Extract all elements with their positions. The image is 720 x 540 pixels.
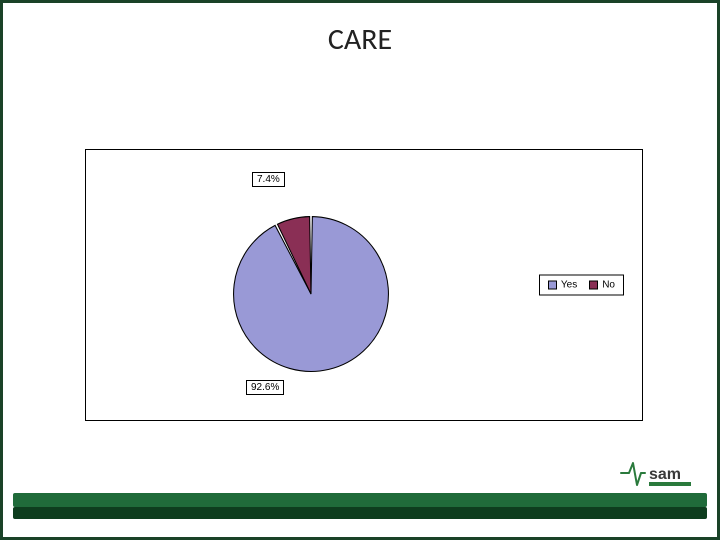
data-label-no: 7.4%: [252, 172, 285, 187]
legend-item-no: No: [589, 280, 615, 291]
legend-label-yes: Yes: [561, 280, 577, 291]
svg-text:sam: sam: [649, 466, 681, 483]
data-label-yes: 92.6%: [246, 380, 284, 395]
swatch-no: [589, 281, 598, 290]
footer-bar-top: [13, 493, 707, 507]
legend-label-no: No: [602, 280, 615, 291]
footer-bar: [13, 493, 707, 519]
pie-chart: [223, 206, 399, 382]
pie-svg: [223, 206, 399, 382]
legend: Yes No: [539, 275, 624, 296]
legend-item-yes: Yes: [548, 280, 577, 291]
slide: CARE ents 7.4% 92.6% Yes No sam: [0, 0, 720, 540]
pie-chart-panel: 7.4% 92.6% Yes No: [85, 149, 643, 421]
swatch-yes: [548, 281, 557, 290]
clipped-subtitle: ents: [85, 131, 145, 149]
footer-bar-bottom: [13, 507, 707, 519]
logo: sam: [619, 459, 699, 489]
slide-title: CARE: [3, 21, 717, 58]
logo-svg: sam: [619, 459, 699, 489]
